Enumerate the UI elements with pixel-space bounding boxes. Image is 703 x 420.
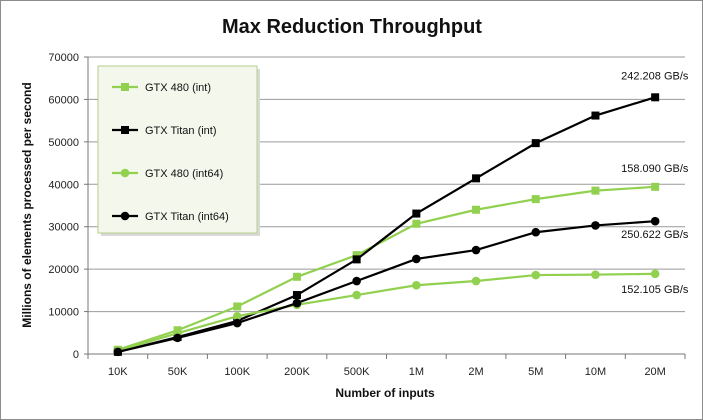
chart-title: Max Reduction Throughput	[222, 16, 482, 38]
data-point	[591, 111, 600, 120]
data-point	[472, 174, 481, 183]
legend-item-gtx-480-int: GTX 480 (int)	[112, 82, 211, 94]
legend-marker	[120, 211, 130, 221]
legend-label: GTX 480 (int64)	[145, 168, 223, 180]
series-gtx-480-int64	[113, 269, 660, 355]
x-tick-label: 20M	[644, 366, 665, 378]
x-tick-label: 5M	[528, 366, 543, 378]
x-tick-label: 500K	[344, 366, 370, 378]
data-point	[113, 347, 123, 357]
data-point	[591, 270, 600, 279]
data-point	[531, 139, 540, 148]
data-point	[471, 276, 481, 286]
x-tick-label: 1M	[409, 366, 424, 378]
legend: GTX 480 (int) GTX Titan (int) GTX 480 (int…	[97, 65, 260, 236]
data-point	[412, 219, 421, 228]
y-tick-label: 20000	[48, 264, 79, 276]
data-point	[233, 302, 242, 311]
data-point	[232, 318, 242, 328]
data-point	[352, 251, 361, 260]
legend-item-gtx-titan-int64: GTX Titan (int64)	[112, 211, 229, 223]
y-tick-label: 30000	[48, 222, 79, 234]
data-point	[651, 93, 660, 102]
y-tick-label: 70000	[48, 52, 79, 64]
annotation-label: 152.105 GB/s	[621, 284, 689, 296]
data-point	[412, 209, 421, 218]
series-line	[117, 220, 656, 353]
data-point	[471, 245, 481, 255]
data-point	[591, 186, 600, 195]
series-line	[117, 272, 656, 352]
x-tick-label: 10K	[108, 366, 128, 378]
y-tick-label: 60000	[48, 94, 79, 106]
data-point	[651, 182, 660, 191]
data-point	[650, 269, 660, 279]
legend-label: GTX 480 (int)	[145, 82, 211, 94]
data-point	[352, 276, 361, 286]
data-point	[292, 298, 302, 308]
annotations: 242.208 GB/s 158.090 GB/s 250.622 GB/s 152.…	[621, 70, 689, 296]
legend-item-gtx-titan-int: GTX Titan (int)	[112, 125, 217, 137]
legend-item-gtx-480-int64: GTX 480 (int64)	[112, 168, 223, 180]
data-point	[650, 216, 660, 226]
data-point	[412, 254, 421, 264]
data-point	[412, 280, 421, 290]
legend-box	[97, 65, 258, 234]
x-tick-label: 100K	[224, 366, 250, 378]
series-line	[117, 185, 656, 351]
x-axis-title: Number of inputs	[335, 386, 435, 400]
axes: 0 10000 20000 30000 40000 50000 60000 70000 10K 5…	[48, 52, 686, 378]
x-tick-label: 50K	[168, 366, 188, 378]
annotation-label: 158.090 GB/s	[621, 163, 689, 175]
y-tick-label: 40000	[48, 179, 79, 191]
legend-marker	[120, 168, 130, 178]
data-point	[531, 195, 540, 204]
data-point	[352, 290, 361, 300]
data-point	[531, 227, 541, 237]
data-point	[472, 205, 481, 214]
x-tick-label: 2M	[468, 366, 483, 378]
legend-marker	[121, 83, 129, 91]
x-tick-label: 10M	[585, 366, 606, 378]
series-line	[117, 96, 656, 353]
data-point	[292, 272, 301, 281]
annotation-label: 250.622 GB/s	[621, 229, 689, 241]
y-tick-label: 50000	[48, 137, 79, 149]
series-gtx-titan-int64	[113, 216, 660, 357]
data-point	[232, 311, 242, 321]
y-tick-label: 0	[73, 349, 79, 361]
data-point	[173, 333, 182, 343]
legend-label: GTX Titan (int64)	[145, 211, 229, 223]
data-point	[352, 255, 361, 264]
series-layer	[113, 93, 660, 357]
data-point	[591, 221, 600, 230]
legend-label: GTX Titan (int)	[145, 125, 217, 137]
y-axis-title: Millions of elements processed per secon…	[20, 82, 34, 327]
legend-marker	[121, 126, 129, 134]
series-gtx-480-int	[113, 182, 660, 354]
annotation-label: 242.208 GB/s	[621, 70, 689, 82]
data-point	[292, 291, 301, 300]
x-tick-label: 200K	[284, 366, 310, 378]
y-tick-label: 10000	[48, 307, 79, 319]
data-point	[531, 270, 541, 280]
